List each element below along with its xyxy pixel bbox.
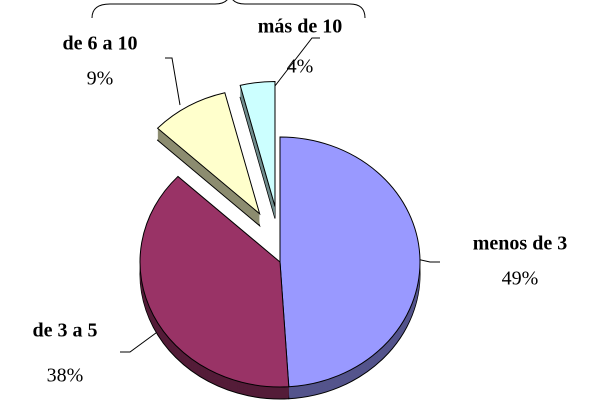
slice-label: de 6 a 10 — [63, 33, 138, 55]
brace — [91, 0, 366, 19]
slice-label: de 3 a 5 — [33, 320, 98, 342]
slice — [139, 175, 290, 388]
slice-label: más de 10 — [258, 16, 342, 38]
slice — [239, 80, 276, 207]
leader-line — [267, 37, 320, 96]
leader-line — [120, 329, 161, 353]
slice — [156, 92, 261, 216]
value-label: 38% — [47, 365, 84, 387]
value-label: 49% — [502, 268, 539, 290]
slice-label: menos de 3 — [473, 233, 567, 255]
leader-line — [165, 57, 181, 106]
slice — [279, 136, 421, 388]
value-label: 9% — [87, 68, 114, 90]
value-label: 4% — [287, 56, 314, 78]
